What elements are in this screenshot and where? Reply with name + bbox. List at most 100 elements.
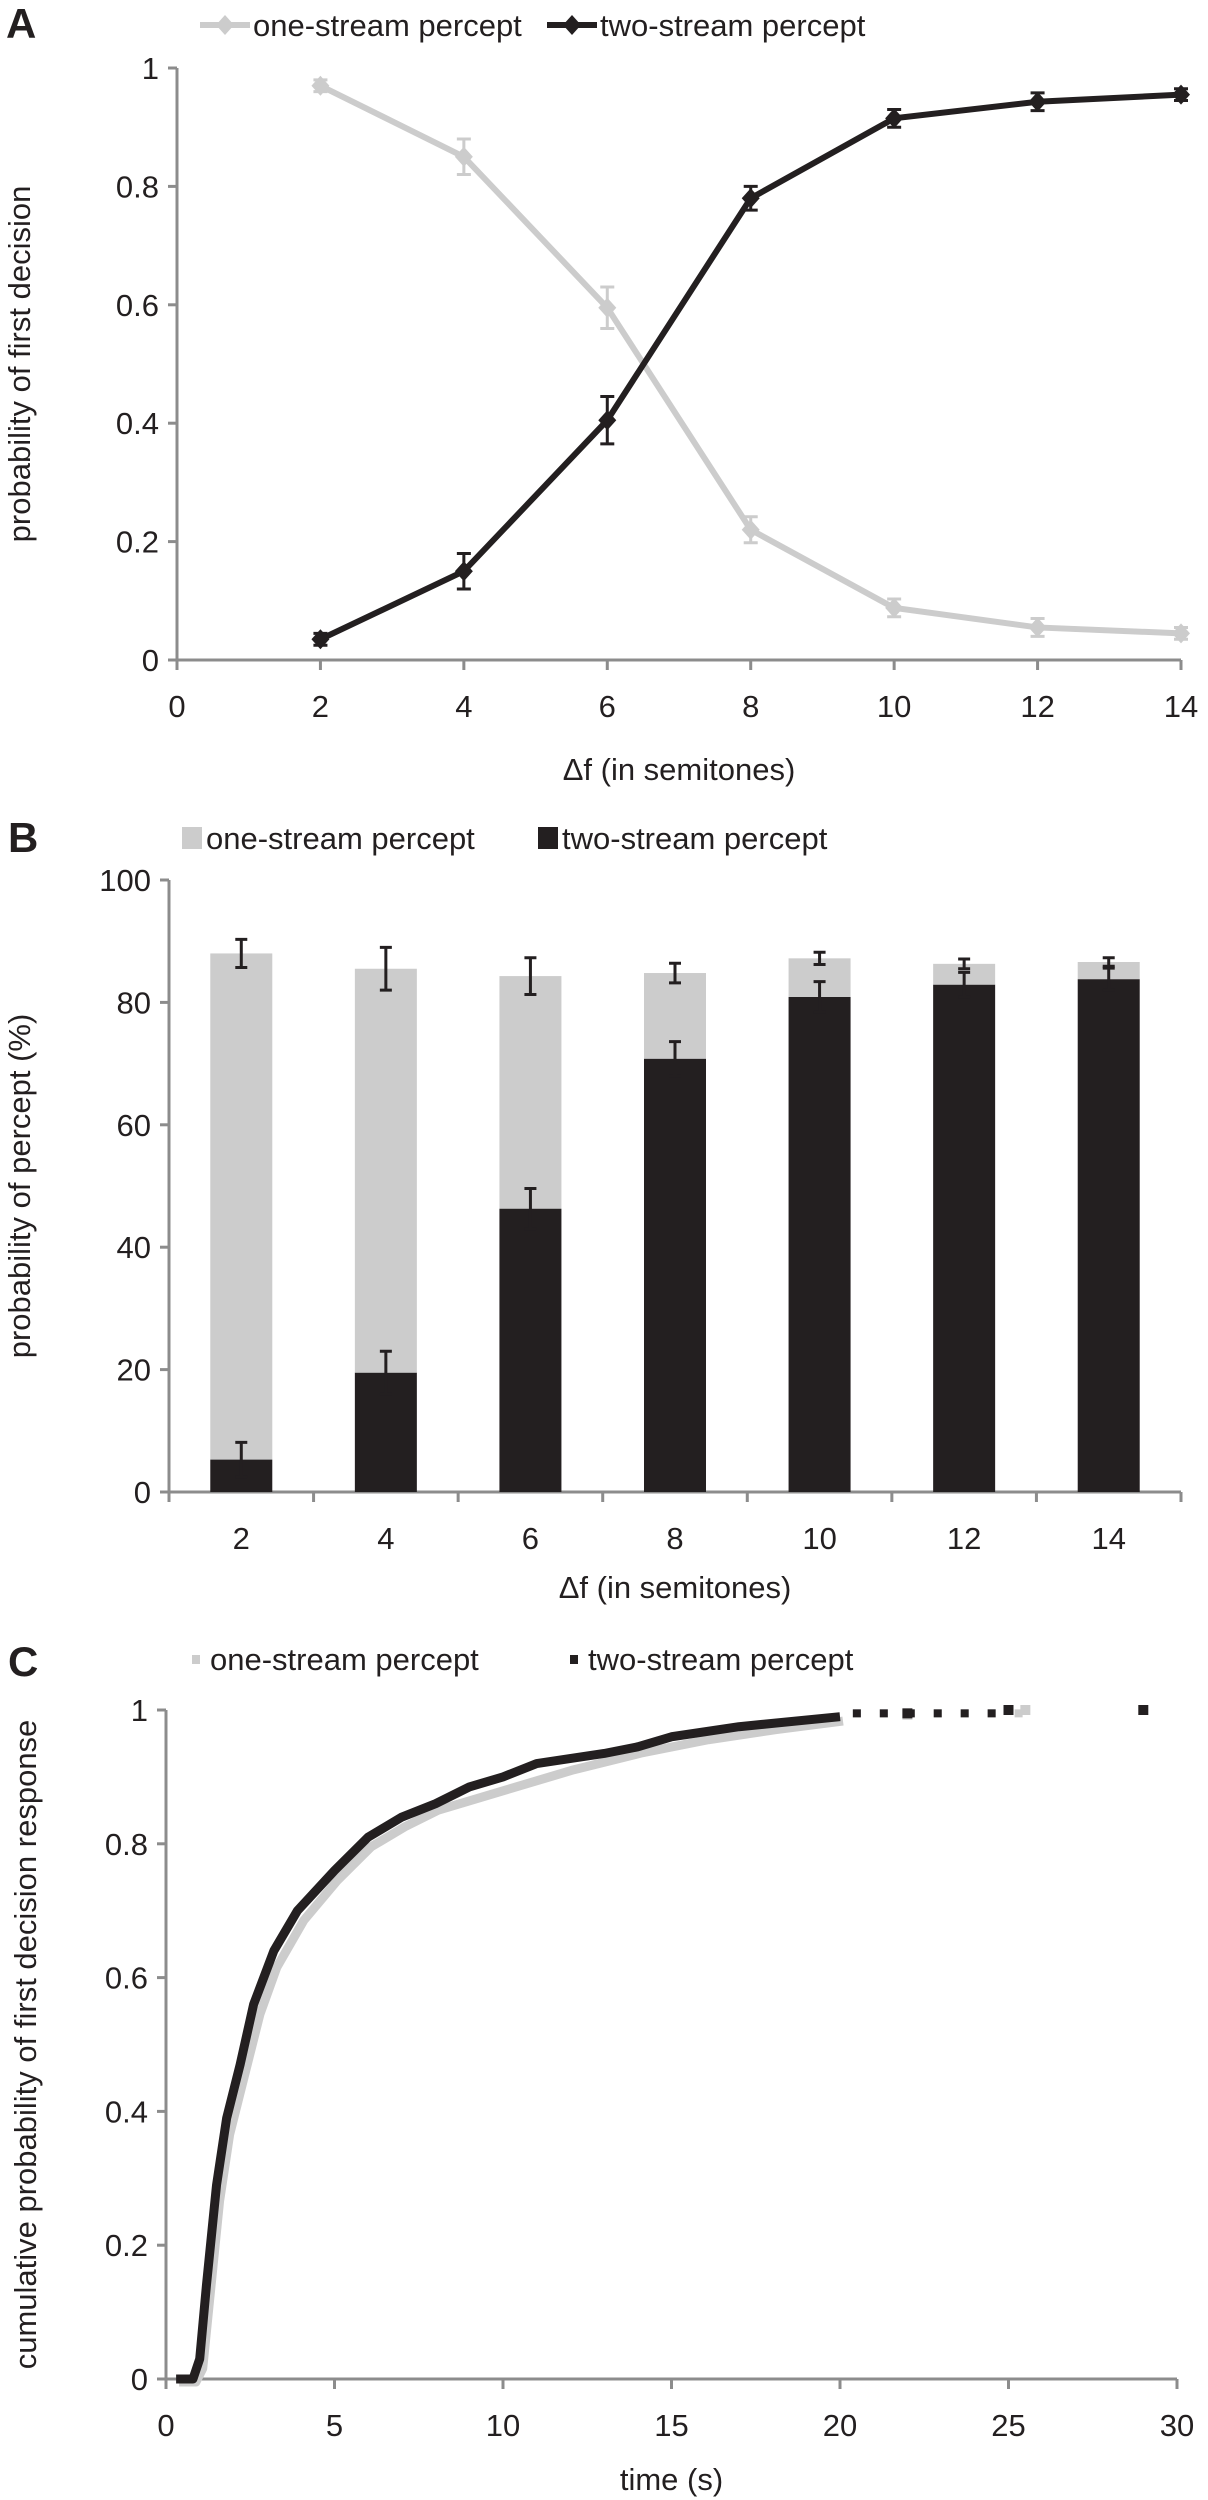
- data-point: [454, 146, 473, 167]
- y-tick-label: 0.4: [116, 406, 159, 441]
- x-tick-label: 20: [823, 2408, 857, 2443]
- x-tick-label: 5: [326, 2408, 343, 2443]
- data-point: [852, 1709, 861, 1718]
- x-tick-label: 8: [666, 1521, 683, 1556]
- bar-two-stream: [933, 984, 996, 1492]
- legend-marker-icon: [570, 1655, 578, 1664]
- data-point: [311, 75, 330, 96]
- legend-marker-icon: [563, 15, 581, 35]
- x-tick-label: 14: [1164, 689, 1198, 724]
- y-axis-title: cumulative probability of first decision…: [8, 1720, 43, 2370]
- line-series-two-stream: [319, 91, 1182, 642]
- legend-label: one-stream percept: [206, 821, 475, 856]
- y-tick-label: 0.4: [105, 2094, 148, 2129]
- data-point: [1172, 623, 1190, 644]
- y-axis-title: probability of first decision: [2, 186, 37, 543]
- x-axis-title: time (s): [620, 2462, 723, 2497]
- y-tick-label: 0.2: [116, 525, 159, 560]
- legend-label: two-stream percept: [600, 8, 866, 43]
- error-bar: [235, 937, 248, 970]
- legend-marker-icon: [216, 15, 234, 35]
- data-point: [1138, 1705, 1149, 1715]
- y-axis-title: probability of percept (%): [2, 1014, 37, 1359]
- x-tick-label: 6: [522, 1521, 539, 1556]
- error-bar: [813, 950, 826, 966]
- legend-label: two-stream percept: [562, 821, 828, 856]
- data-point: [933, 1709, 942, 1718]
- y-tick-label: 80: [117, 985, 151, 1020]
- error-bar: [813, 980, 826, 1014]
- y-tick-label: 0.6: [105, 1961, 148, 1996]
- x-tick-label: 12: [1020, 689, 1054, 724]
- line-series-one-stream: [319, 83, 1182, 637]
- x-tick-label: 10: [486, 2408, 520, 2443]
- x-tick-label: 0: [157, 2408, 174, 2443]
- bar-one-stream: [210, 953, 273, 1460]
- error-bar: [524, 1186, 537, 1231]
- data-point: [1028, 91, 1047, 112]
- x-tick-label: 15: [654, 2408, 688, 2443]
- legend-marker-icon: [192, 1655, 200, 1664]
- x-tick-label: 10: [877, 689, 911, 724]
- y-tick-label: 0: [131, 2362, 148, 2397]
- error-bar: [1102, 956, 1115, 968]
- y-tick-label: 0: [142, 643, 159, 678]
- y-tick-label: 20: [117, 1353, 151, 1388]
- y-tick-label: 100: [99, 863, 151, 898]
- legend-label: one-stream percept: [210, 1642, 479, 1677]
- data-point: [741, 188, 760, 209]
- data-point: [1020, 1705, 1031, 1715]
- legend-swatch-icon: [538, 827, 558, 849]
- y-tick-label: 60: [117, 1108, 151, 1143]
- legend-label: one-stream percept: [253, 8, 522, 43]
- x-tick-label: 6: [599, 689, 616, 724]
- data-point: [885, 108, 904, 129]
- data-point: [311, 629, 330, 650]
- x-tick-label: 8: [742, 689, 759, 724]
- x-tick-label: 2: [233, 1521, 250, 1556]
- data-point: [1028, 617, 1047, 638]
- y-tick-label: 1: [142, 51, 159, 86]
- bar-two-stream: [499, 1208, 562, 1492]
- data-point: [598, 297, 617, 318]
- cdf-curve-one-stream: [179, 1716, 844, 2387]
- y-tick-label: 0.2: [105, 2228, 148, 2263]
- legend-label: two-stream percept: [588, 1642, 854, 1677]
- bar-two-stream: [788, 996, 851, 1492]
- panel-label-a: A: [6, 0, 36, 47]
- bar-two-stream: [644, 1058, 706, 1492]
- error-bar: [1102, 966, 1115, 992]
- y-tick-label: 0.8: [105, 1827, 148, 1862]
- bar-two-stream: [1077, 979, 1140, 1492]
- panel-label-b: B: [8, 814, 38, 861]
- data-point: [885, 597, 904, 618]
- bar-one-stream: [354, 968, 417, 1373]
- data-point: [1014, 1709, 1023, 1718]
- data-point: [902, 1708, 913, 1719]
- error-bar: [524, 956, 537, 996]
- x-tick-label: 12: [947, 1521, 981, 1556]
- bar-one-stream: [499, 976, 562, 1209]
- data-point: [879, 1709, 888, 1718]
- error-bar: [669, 961, 681, 985]
- data-point: [598, 410, 617, 431]
- y-tick-label: 1: [131, 1693, 148, 1728]
- data-point: [741, 519, 760, 540]
- data-point: [1172, 84, 1190, 105]
- x-axis-title: Δf (in semitones): [563, 752, 796, 787]
- legend-swatch-icon: [182, 827, 202, 849]
- y-tick-label: 0.6: [116, 288, 159, 323]
- x-tick-label: 30: [1160, 2408, 1194, 2443]
- error-bar: [379, 945, 392, 992]
- error-bar: [669, 1040, 681, 1078]
- error-bar: [235, 1440, 248, 1479]
- x-tick-label: 4: [377, 1521, 394, 1556]
- x-tick-label: 25: [991, 2408, 1025, 2443]
- x-tick-label: 2: [312, 689, 329, 724]
- error-bar: [958, 970, 971, 999]
- x-axis-title: Δf (in semitones): [559, 1570, 792, 1605]
- x-tick-label: 0: [168, 689, 185, 724]
- x-tick-label: 4: [455, 689, 472, 724]
- cdf-curve-two-stream: [176, 1712, 841, 2384]
- error-bar: [958, 957, 971, 971]
